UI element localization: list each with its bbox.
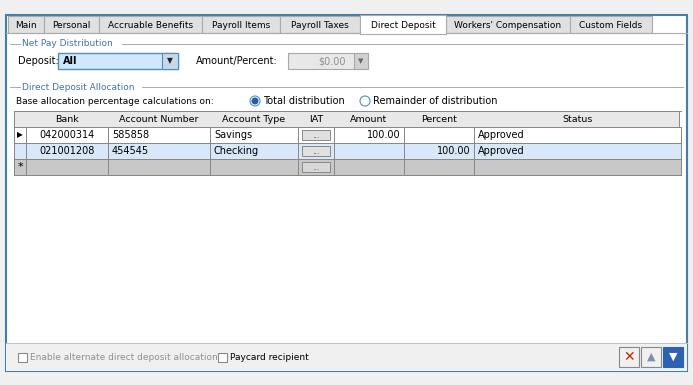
- Text: All: All: [63, 56, 78, 66]
- Bar: [14, 127, 681, 143]
- Bar: [302, 130, 330, 140]
- Text: Percent: Percent: [421, 114, 457, 124]
- Text: Paycard recipient: Paycard recipient: [230, 353, 309, 362]
- Text: Main: Main: [15, 20, 37, 30]
- Bar: [99, 16, 202, 33]
- Text: 100.00: 100.00: [437, 146, 471, 156]
- Bar: [58, 53, 178, 69]
- Text: Base allocation percentage calculations on:: Base allocation percentage calculations …: [16, 97, 213, 105]
- Text: 021001208: 021001208: [40, 146, 95, 156]
- Text: ▼: ▼: [669, 352, 677, 362]
- Text: ...: ...: [313, 131, 319, 139]
- Text: ▼: ▼: [358, 58, 364, 64]
- Text: Checking: Checking: [214, 146, 259, 156]
- Bar: [302, 146, 330, 156]
- Text: $0.00: $0.00: [319, 56, 346, 66]
- Bar: [280, 16, 360, 33]
- Text: Remainder of distribution: Remainder of distribution: [373, 96, 498, 106]
- Bar: [570, 16, 652, 33]
- Text: Approved: Approved: [478, 146, 525, 156]
- Text: ▲: ▲: [647, 352, 656, 362]
- Bar: [218, 353, 227, 362]
- Text: Account Type: Account Type: [222, 114, 286, 124]
- Bar: [44, 16, 99, 33]
- Text: Direct Deposit Allocation: Direct Deposit Allocation: [22, 82, 134, 92]
- Text: ▶: ▶: [17, 131, 23, 139]
- Text: Bank: Bank: [55, 114, 79, 124]
- Bar: [360, 15, 446, 34]
- Text: Payroll Items: Payroll Items: [212, 20, 270, 30]
- Text: Deposit:: Deposit:: [18, 56, 59, 66]
- Circle shape: [252, 98, 258, 104]
- Text: Amount/Percent:: Amount/Percent:: [196, 56, 278, 66]
- Text: Payroll Taxes: Payroll Taxes: [291, 20, 349, 30]
- Bar: [302, 162, 330, 172]
- Text: Net Pay Distribution: Net Pay Distribution: [22, 40, 113, 49]
- Text: 585858: 585858: [112, 130, 149, 140]
- Text: Status: Status: [562, 114, 593, 124]
- Bar: [8, 16, 44, 33]
- Bar: [288, 53, 368, 69]
- Circle shape: [250, 96, 260, 106]
- Text: Account Number: Account Number: [119, 114, 199, 124]
- Circle shape: [360, 96, 370, 106]
- Bar: [162, 53, 178, 69]
- Bar: [202, 16, 280, 33]
- Text: Savings: Savings: [214, 130, 252, 140]
- Text: ✕: ✕: [623, 350, 635, 364]
- Text: ...: ...: [313, 162, 319, 171]
- Bar: [354, 53, 368, 69]
- Bar: [619, 347, 639, 367]
- Bar: [663, 347, 683, 367]
- Text: 454545: 454545: [112, 146, 149, 156]
- Text: ▼: ▼: [167, 57, 173, 65]
- Text: Accruable Benefits: Accruable Benefits: [108, 20, 193, 30]
- Bar: [641, 347, 661, 367]
- Text: 042000314: 042000314: [40, 130, 95, 140]
- Text: 100.00: 100.00: [367, 130, 401, 140]
- Text: Approved: Approved: [478, 130, 525, 140]
- Bar: [14, 159, 681, 175]
- Text: Custom Fields: Custom Fields: [579, 20, 642, 30]
- Text: Amount: Amount: [351, 114, 387, 124]
- Text: ...: ...: [313, 147, 319, 156]
- Text: Direct Deposit: Direct Deposit: [371, 20, 435, 30]
- Text: IAT: IAT: [309, 114, 323, 124]
- Text: Total distribution: Total distribution: [263, 96, 344, 106]
- Bar: [14, 143, 681, 159]
- Bar: [446, 16, 570, 33]
- Text: Enable alternate direct deposit allocation: Enable alternate direct deposit allocati…: [30, 353, 218, 362]
- Text: Personal: Personal: [52, 20, 91, 30]
- Bar: [6, 343, 687, 371]
- Text: Workers' Compensation: Workers' Compensation: [455, 20, 561, 30]
- Bar: [14, 111, 679, 127]
- Bar: [18, 353, 27, 362]
- Text: *: *: [17, 162, 23, 172]
